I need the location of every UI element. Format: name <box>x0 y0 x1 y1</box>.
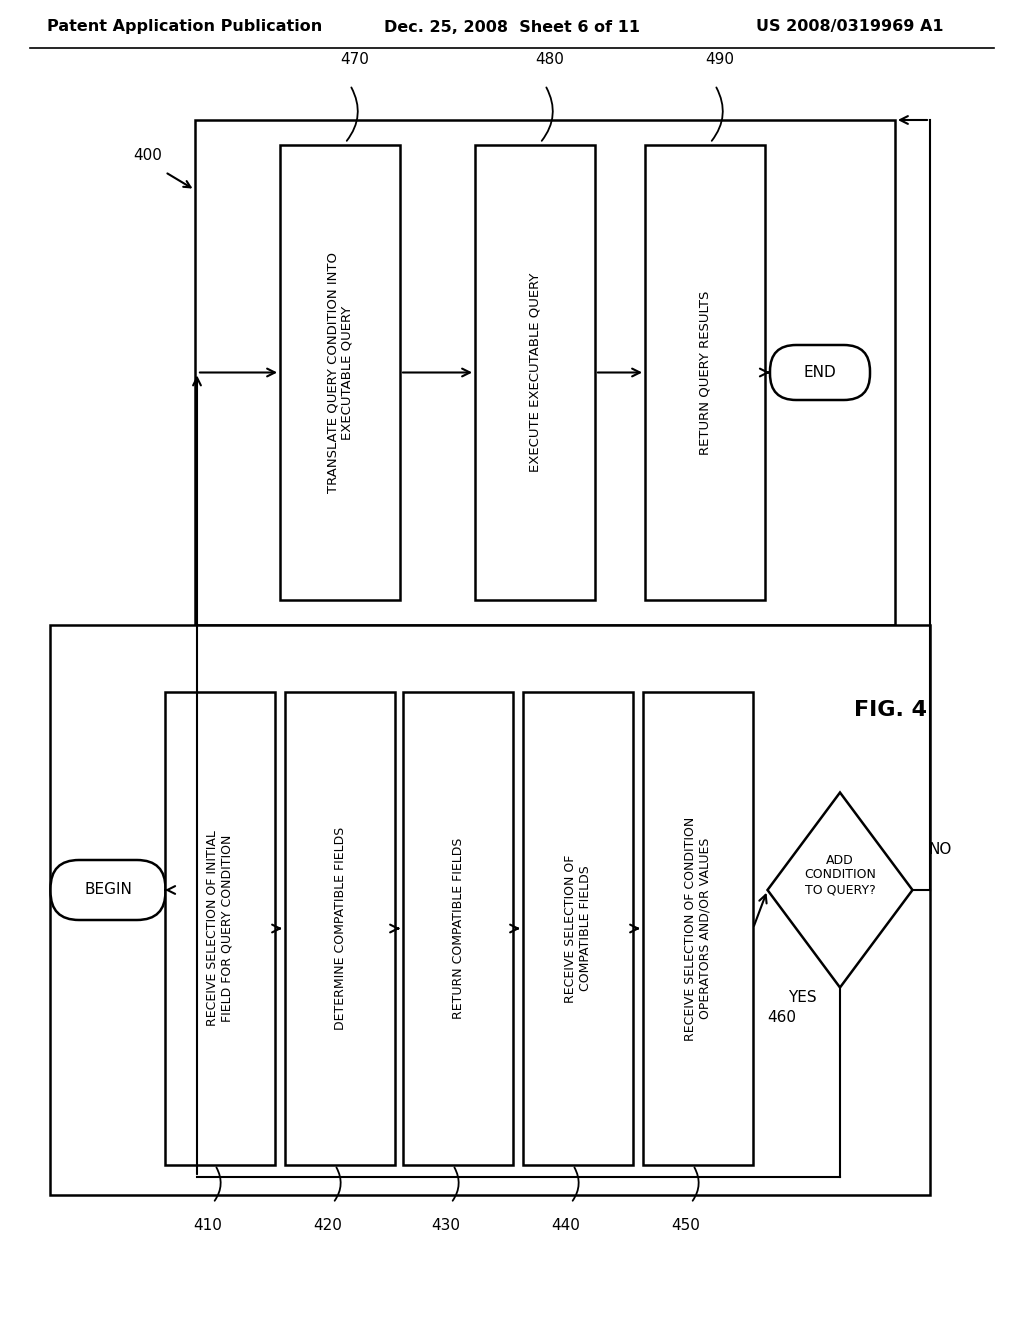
Bar <box>645 145 765 601</box>
FancyBboxPatch shape <box>770 345 870 400</box>
Text: Dec. 25, 2008  Sheet 6 of 11: Dec. 25, 2008 Sheet 6 of 11 <box>384 20 640 34</box>
Text: FIG. 4: FIG. 4 <box>853 700 927 719</box>
Bar <box>475 145 595 601</box>
Bar <box>523 692 633 1166</box>
Polygon shape <box>768 792 912 987</box>
Bar <box>285 692 395 1166</box>
Bar <box>643 692 753 1166</box>
FancyBboxPatch shape <box>50 861 166 920</box>
Bar <box>195 120 895 624</box>
Bar <box>165 692 275 1166</box>
Text: 470: 470 <box>341 53 370 67</box>
Text: 400: 400 <box>133 148 163 162</box>
Text: 480: 480 <box>536 53 564 67</box>
Text: DETERMINE COMPATIBLE FIELDS: DETERMINE COMPATIBLE FIELDS <box>334 826 346 1030</box>
Text: Patent Application Publication: Patent Application Publication <box>47 20 323 34</box>
Text: RETURN QUERY RESULTS: RETURN QUERY RESULTS <box>698 290 712 454</box>
Text: EXECUTE EXECUTABLE QUERY: EXECUTE EXECUTABLE QUERY <box>528 273 542 473</box>
Text: END: END <box>804 366 837 380</box>
Text: 450: 450 <box>672 1217 700 1233</box>
Bar <box>50 624 930 1195</box>
Text: TRANSLATE QUERY CONDITION INTO
EXECUTABLE QUERY: TRANSLATE QUERY CONDITION INTO EXECUTABL… <box>326 252 354 492</box>
Text: RECEIVE SELECTION OF CONDITION
OPERATORS AND/OR VALUES: RECEIVE SELECTION OF CONDITION OPERATORS… <box>684 816 712 1040</box>
Text: 410: 410 <box>194 1217 222 1233</box>
Text: ADD
CONDITION
TO QUERY?: ADD CONDITION TO QUERY? <box>804 854 876 896</box>
Text: NO: NO <box>929 842 952 858</box>
Text: 420: 420 <box>313 1217 342 1233</box>
Text: RETURN COMPATIBLE FIELDS: RETURN COMPATIBLE FIELDS <box>452 838 465 1019</box>
Text: BEGIN: BEGIN <box>84 883 132 898</box>
Text: US 2008/0319969 A1: US 2008/0319969 A1 <box>757 20 944 34</box>
Bar <box>403 692 513 1166</box>
Text: 440: 440 <box>552 1217 581 1233</box>
Text: 490: 490 <box>706 53 734 67</box>
Text: 460: 460 <box>768 1010 797 1026</box>
Text: 430: 430 <box>431 1217 461 1233</box>
Text: RECEIVE SELECTION OF
COMPATIBLE FIELDS: RECEIVE SELECTION OF COMPATIBLE FIELDS <box>564 854 592 1003</box>
Text: RECEIVE SELECTION OF INITIAL
FIELD FOR QUERY CONDITION: RECEIVE SELECTION OF INITIAL FIELD FOR Q… <box>206 830 234 1027</box>
Text: YES: YES <box>787 990 816 1005</box>
Bar <box>280 145 400 601</box>
